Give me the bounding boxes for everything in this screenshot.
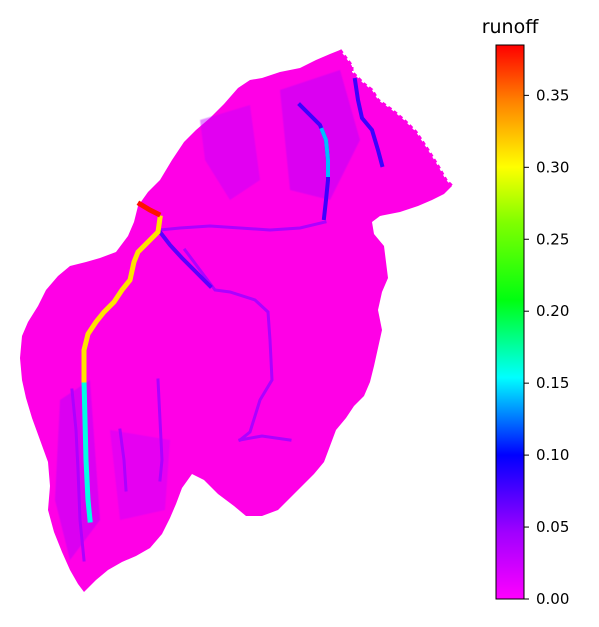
tributaries xyxy=(70,388,86,562)
channel-upper-right xyxy=(352,77,385,168)
colorbar-title: runoff xyxy=(482,16,540,38)
catchment-raster xyxy=(20,49,454,592)
colorbar-tick-label: 0.00 xyxy=(536,590,569,608)
colorbar-ticks: 0.00 0.05 0.10 0.15 0.20 0.25 0.30 0.35 xyxy=(524,86,569,608)
main-channel-upper xyxy=(81,215,163,383)
tributaries xyxy=(118,428,128,492)
colorbar: runoff 0.00 0.05 0.10 0.15 0.20 0.25 0.30 0.35 xyxy=(482,16,570,608)
colorbar-tick-label: 0.15 xyxy=(536,374,569,392)
channel-network xyxy=(70,77,385,562)
main-channel-lower xyxy=(81,377,93,523)
channel-mid xyxy=(157,229,213,289)
shading-lower-mid xyxy=(110,430,170,520)
shading-upper-left xyxy=(200,105,260,200)
colorbar-tick-label: 0.35 xyxy=(536,86,569,104)
colorbar-gradient xyxy=(495,44,525,600)
channel-upper-right-cyan xyxy=(319,127,330,177)
colorbar-tick-label: 0.05 xyxy=(536,518,569,536)
colorbar-tick-label: 0.20 xyxy=(536,302,569,320)
catchment-edge xyxy=(338,49,454,188)
colorbar-tick-label: 0.25 xyxy=(536,230,569,248)
tributaries xyxy=(156,378,164,482)
tributaries xyxy=(158,220,327,232)
main-channel-source xyxy=(136,200,162,218)
tributaries xyxy=(238,434,292,442)
colorbar-tick-label: 0.30 xyxy=(536,158,569,176)
colorbar-tick-label: 0.10 xyxy=(536,446,569,464)
